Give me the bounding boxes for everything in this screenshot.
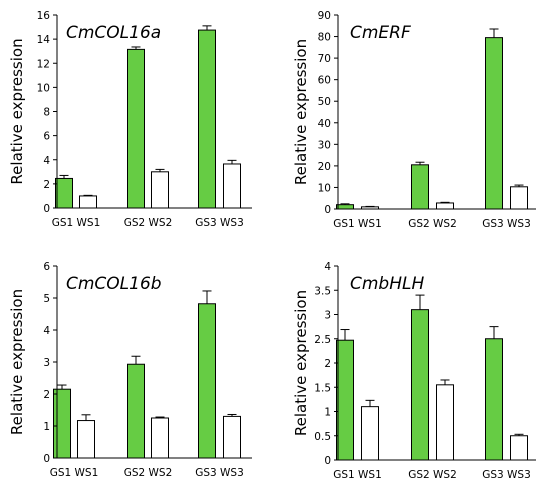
bar	[510, 186, 528, 210]
y-tick-label: 90	[318, 10, 331, 22]
bar	[198, 29, 216, 209]
bar	[127, 48, 145, 209]
chart-panel-3: 0 1 2 3 4 5 6 GS1 WS1 GS2 WS2 GS3 WS3 Relative exp…	[8, 261, 252, 479]
x-category-label: GS2 WS2	[124, 217, 173, 229]
bar	[127, 363, 145, 459]
x-category-label: GS2 WS2	[124, 467, 173, 479]
y-axis-label: Relative expression	[292, 39, 310, 185]
chart-title: CmbHLH	[350, 274, 424, 294]
y-tick-label: 0	[43, 453, 50, 465]
y-tick-label: 4	[43, 155, 50, 167]
y-tick-label: 1	[43, 421, 50, 433]
bar	[151, 417, 169, 459]
bar	[223, 163, 241, 209]
x-category-label: GS3 WS3	[482, 469, 531, 481]
bar	[436, 202, 454, 210]
chart-panel-1: 0 2 4 6 8 10 12 14 16 GS1 WS1 GS2 WS2 GS3 WS3 Relati…	[8, 10, 252, 229]
y-tick-label: 10	[37, 82, 50, 94]
y-tick-label: 6	[43, 131, 50, 143]
y-tick-label: 0	[43, 203, 50, 215]
y-tick-label: 30	[318, 139, 331, 151]
y-tick-label: 0	[324, 455, 331, 467]
y-tick-label: 12	[37, 58, 50, 70]
y-tick-label: 40	[318, 118, 331, 130]
bar	[361, 406, 379, 461]
y-tick-label: 2	[43, 389, 50, 401]
y-tick-label: 5	[43, 293, 50, 305]
bar	[485, 37, 503, 210]
y-tick-label: 80	[318, 32, 331, 44]
y-tick-label: 20	[318, 161, 331, 173]
chart-title: CmERF	[350, 23, 411, 43]
y-axis-label: Relative expression	[8, 38, 26, 184]
y-tick-label: 3	[324, 310, 331, 322]
y-tick-label: 1	[324, 407, 331, 419]
x-category-label: GS2 WS2	[408, 469, 457, 481]
y-tick-label: 10	[318, 182, 331, 194]
y-tick-label: 4	[324, 261, 331, 273]
bar	[510, 435, 528, 461]
x-category-label: GS3 WS3	[195, 217, 244, 229]
bar	[411, 164, 429, 210]
y-axis-label: Relative expression	[8, 289, 26, 435]
chart-panel-2: 0 10 20 30 40 50 60 70 80 90 GS1 WS1 GS2 WS2 GS3 WS3…	[292, 10, 536, 230]
y-tick-label: 60	[318, 75, 331, 87]
chart-title: CmCOL16a	[66, 23, 161, 43]
bar	[336, 204, 354, 210]
bar	[53, 388, 71, 459]
bar	[55, 177, 73, 209]
y-tick-label: 4	[43, 325, 50, 337]
bar	[151, 171, 169, 209]
bar	[336, 339, 354, 461]
bar	[77, 420, 95, 459]
y-tick-label: 0.5	[314, 431, 331, 443]
y-tick-label: 14	[37, 34, 51, 46]
y-axis-label: Relative expression	[292, 290, 310, 436]
bar	[223, 415, 241, 459]
bar	[411, 309, 429, 461]
y-tick-label: 2.5	[314, 334, 331, 346]
x-category-label: GS3 WS3	[482, 218, 531, 230]
bar	[79, 195, 97, 209]
y-tick-label: 2	[324, 358, 331, 370]
chart-panel-4: 0 0.5 1 1.5 2 2.5 3 3.5 4 GS1 WS1 GS2 WS2 GS3 WS3 Re…	[292, 261, 536, 481]
x-category-label: GS1 WS1	[333, 218, 382, 230]
x-category-label: GS1 WS1	[333, 469, 382, 481]
y-tick-label: 50	[318, 96, 331, 108]
y-tick-label: 8	[43, 107, 50, 119]
bar	[198, 303, 216, 459]
x-category-label: GS1 WS1	[52, 217, 101, 229]
y-tick-label: 3	[43, 357, 50, 369]
bar	[436, 384, 454, 461]
x-category-label: GS3 WS3	[195, 467, 244, 479]
y-tick-label: 70	[318, 53, 331, 65]
y-tick-label: 1.5	[314, 382, 331, 394]
chart-title: CmCOL16b	[66, 274, 162, 294]
y-tick-label: 0	[324, 204, 331, 216]
y-tick-label: 16	[37, 10, 51, 22]
y-tick-label: 2	[43, 179, 50, 191]
x-category-label: GS1 WS1	[50, 467, 99, 479]
bar	[485, 338, 503, 461]
y-tick-label: 3.5	[314, 285, 331, 297]
x-category-label: GS2 WS2	[408, 218, 457, 230]
y-tick-label: 6	[43, 261, 50, 273]
